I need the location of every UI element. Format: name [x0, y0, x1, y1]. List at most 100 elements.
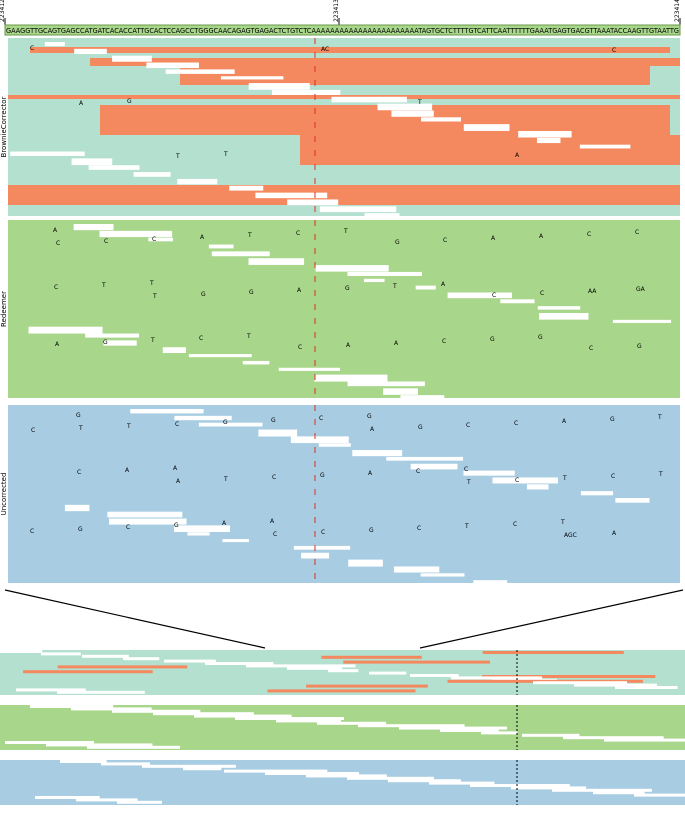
read-gap — [211, 251, 270, 257]
overview-read — [306, 684, 428, 688]
overview-gap — [57, 690, 145, 694]
overview-gap — [117, 800, 163, 804]
overview-gap — [46, 743, 153, 747]
overview-gap — [306, 774, 387, 778]
base-mismatch: A — [491, 235, 496, 242]
base-mismatch: T — [464, 523, 469, 530]
base-mismatch: T — [78, 425, 83, 432]
base-mismatch: AA — [588, 288, 597, 295]
overview-gap — [451, 676, 543, 680]
read-gap — [258, 429, 298, 437]
overview-gap — [470, 784, 570, 787]
read-gap — [537, 306, 581, 310]
read-gap — [331, 96, 407, 103]
base-mismatch: A — [370, 426, 375, 433]
base-mismatch: A — [176, 478, 181, 485]
read-gap — [319, 206, 397, 213]
base-mismatch: G — [320, 472, 325, 479]
overview-gap — [563, 736, 664, 740]
overview-panel — [0, 705, 685, 750]
base-mismatch: C — [635, 229, 639, 236]
base-mismatch: C — [54, 284, 58, 291]
read-gap — [415, 285, 436, 290]
overview-gap — [317, 721, 386, 725]
overview-gap — [511, 786, 587, 790]
overview-gap — [522, 733, 580, 737]
overview-read — [267, 689, 416, 693]
base-mismatch: A — [270, 518, 275, 525]
base-mismatch: G — [369, 527, 374, 534]
base-mismatch: A — [125, 467, 130, 474]
base-mismatch: A — [79, 100, 84, 107]
base-mismatch: C — [175, 421, 179, 428]
read-gap — [112, 55, 152, 62]
base-mismatch: T — [101, 282, 106, 289]
base-mismatch: GA — [636, 286, 646, 293]
read-gap — [73, 224, 114, 231]
read-gap — [187, 532, 210, 536]
overview-gap — [287, 666, 343, 670]
base-mismatch: T — [175, 153, 180, 160]
base-mismatch: C — [589, 345, 593, 352]
read-gap — [463, 470, 515, 476]
base-mismatch: T — [223, 151, 228, 158]
read-gap — [222, 539, 249, 543]
overview-read — [23, 670, 153, 674]
overview-gap — [347, 776, 434, 780]
overview-panel — [0, 760, 685, 805]
read-gap — [208, 244, 234, 249]
base-mismatch: C — [416, 468, 420, 475]
read-gap — [518, 131, 572, 138]
read-gap — [248, 83, 310, 90]
corrected-read — [180, 65, 650, 85]
base-mismatch: C — [77, 469, 81, 476]
overview-gap — [440, 729, 499, 732]
read-gap — [363, 278, 385, 283]
base-mismatch: G — [610, 416, 615, 423]
base-mismatch: C — [417, 525, 421, 532]
base-mismatch: A — [173, 465, 178, 472]
overview-gap — [41, 652, 81, 656]
read-gap — [539, 313, 589, 320]
overview-gap — [142, 764, 236, 768]
base-mismatch: T — [150, 337, 155, 344]
read-gap — [133, 172, 171, 177]
overview-gap — [153, 712, 254, 716]
base-mismatch: C — [273, 531, 277, 538]
base-mismatch: C — [30, 528, 34, 535]
read-gap — [165, 69, 235, 74]
read-gap — [148, 237, 173, 242]
read-gap — [410, 463, 458, 470]
base-mismatch: T — [657, 414, 662, 421]
base-mismatch: A — [297, 287, 302, 294]
overview-gap — [164, 659, 216, 663]
overview-gap — [388, 779, 461, 783]
overview-gap — [224, 769, 328, 773]
overview-gap — [246, 664, 356, 668]
read-gap — [400, 395, 445, 400]
read-gap — [580, 491, 614, 496]
overview-gap — [87, 745, 180, 749]
base-mismatch: C — [126, 524, 130, 531]
read-gap — [347, 381, 425, 387]
read-gap — [162, 347, 186, 354]
base-mismatch: A — [368, 470, 373, 477]
base-mismatch: A — [562, 418, 567, 425]
read-gap — [352, 450, 403, 457]
overview-gap — [5, 741, 95, 744]
overview-read — [482, 675, 656, 678]
base-mismatch: C — [296, 230, 300, 237]
base-mismatch: T — [560, 519, 565, 526]
overview-gap — [194, 714, 292, 718]
panel — [8, 405, 680, 583]
base-mismatch: C — [492, 292, 496, 299]
overview-gap — [235, 717, 345, 720]
base-mismatch: C — [464, 466, 468, 473]
base-mismatch: T — [223, 476, 228, 483]
read-gap — [293, 545, 351, 550]
base-mismatch: C — [31, 427, 35, 434]
base-mismatch: A — [55, 341, 60, 348]
base-mismatch: T — [658, 471, 663, 478]
read-gap — [318, 443, 351, 447]
